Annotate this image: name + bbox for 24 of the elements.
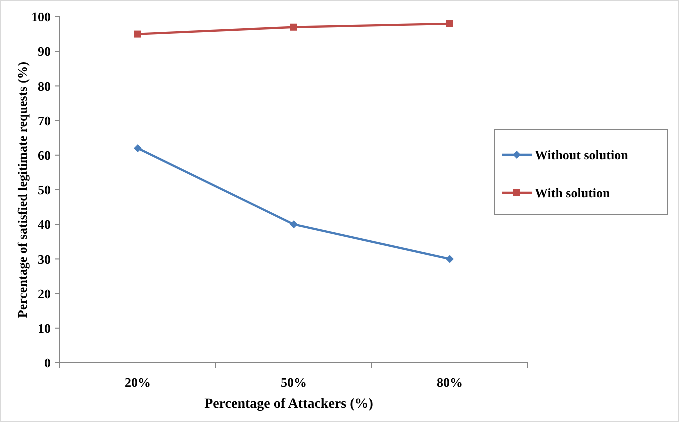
point <box>446 20 454 28</box>
y-tick-label: 50 <box>38 182 51 198</box>
legend-label: Without solution <box>535 148 630 163</box>
point <box>446 255 454 264</box>
y-tick-label: 100 <box>32 10 51 25</box>
y-tick-label: 10 <box>38 320 51 336</box>
y-tick-label: 0 <box>44 356 51 371</box>
x-axis-title: Percentage of Attackers (%) <box>204 397 374 412</box>
y-tick-label: 70 <box>38 113 51 128</box>
y-tick-label: 20 <box>38 286 51 302</box>
y-axis-title: Percentage of satisfied legitimate requests (%) <box>15 62 30 318</box>
point <box>290 220 298 229</box>
point <box>290 24 298 31</box>
y-tick-label: 40 <box>38 217 51 232</box>
y-tick-label: 80 <box>38 78 51 94</box>
point <box>134 30 142 38</box>
x-tick-label: 50% <box>281 375 307 390</box>
x-tick-label: 20% <box>125 375 151 390</box>
x-tick-label: 80% <box>437 375 463 390</box>
y-tick-label: 60 <box>38 148 51 163</box>
y-tick-label: 90 <box>38 44 51 60</box>
y-tick-label: 30 <box>38 252 51 267</box>
legend-label: With solution <box>535 186 612 201</box>
point <box>134 144 142 152</box>
